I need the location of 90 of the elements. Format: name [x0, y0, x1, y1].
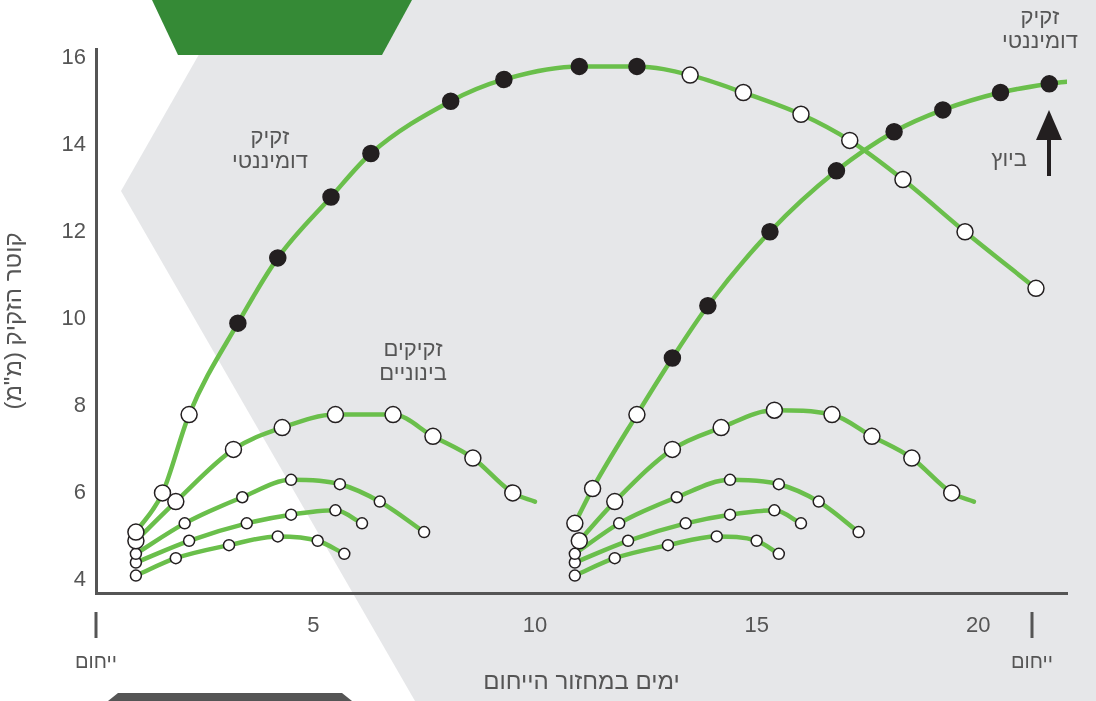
- point: [894, 170, 912, 189]
- point: [608, 551, 621, 565]
- point: [670, 491, 684, 504]
- point: [222, 538, 236, 552]
- point: [710, 530, 723, 543]
- point: [942, 484, 961, 502]
- x-tick-label: 10: [522, 612, 548, 638]
- point: [568, 547, 582, 561]
- point: [606, 492, 624, 511]
- point: [153, 484, 172, 502]
- point: [699, 297, 717, 315]
- point: [224, 440, 243, 459]
- point: [384, 405, 402, 424]
- point: [284, 473, 298, 487]
- point: [723, 508, 737, 521]
- point: [127, 523, 145, 541]
- point: [621, 534, 635, 548]
- point: [424, 427, 442, 446]
- point: [329, 504, 342, 517]
- point: [723, 473, 737, 487]
- x-tick-label: 5: [307, 612, 320, 638]
- point: [1027, 279, 1045, 298]
- point: [823, 405, 841, 424]
- point: [827, 162, 846, 180]
- point: [180, 405, 198, 424]
- point: [761, 223, 779, 241]
- point: [373, 495, 387, 508]
- annotation: זקיק דומיננטי: [1002, 4, 1078, 54]
- y-tick-label: 8: [73, 391, 86, 417]
- y-tick-label: 12: [61, 217, 86, 243]
- point: [236, 491, 249, 504]
- point: [568, 569, 582, 582]
- y-tick-label: 16: [61, 43, 86, 69]
- point: [681, 66, 699, 84]
- point: [885, 122, 903, 141]
- y-tick-label: 10: [61, 304, 86, 330]
- point: [840, 131, 859, 150]
- x-tick-label: 20: [966, 612, 991, 638]
- point: [772, 547, 786, 561]
- text: ייחום: [1011, 649, 1053, 672]
- point: [852, 525, 865, 539]
- point: [991, 83, 1010, 102]
- point: [863, 427, 881, 446]
- point: [129, 569, 143, 582]
- text: ייחום: [75, 649, 117, 672]
- point: [663, 349, 682, 367]
- point: [504, 484, 522, 502]
- point: [311, 534, 324, 548]
- annotation: זקיקים בינוניים: [379, 336, 447, 386]
- point: [271, 530, 285, 543]
- point: [812, 495, 825, 508]
- point: [240, 517, 253, 530]
- point: [750, 534, 763, 548]
- annotation: ביוץ: [991, 146, 1027, 172]
- y-tick-label: 14: [61, 130, 86, 156]
- point: [333, 477, 347, 491]
- point: [182, 534, 196, 548]
- x-axis-title: ימים במחזור הייחום: [483, 667, 680, 695]
- point: [934, 101, 952, 119]
- point: [338, 547, 351, 561]
- y-axis-title: קוטר הזקיק (מ"מ): [0, 232, 27, 410]
- point: [464, 449, 482, 467]
- point: [1040, 75, 1059, 93]
- point: [129, 547, 143, 561]
- point: [167, 492, 185, 511]
- point: [661, 538, 675, 552]
- point: [273, 418, 291, 437]
- point: [772, 477, 786, 491]
- point: [768, 504, 781, 517]
- point: [679, 517, 692, 530]
- point: [794, 517, 808, 530]
- point: [734, 83, 753, 102]
- point: [663, 440, 682, 459]
- point: [178, 517, 191, 530]
- point: [792, 105, 810, 124]
- point: [956, 223, 974, 241]
- point: [417, 525, 431, 539]
- point: [169, 551, 183, 565]
- point: [612, 517, 626, 530]
- point: [765, 401, 784, 419]
- point: [355, 517, 369, 530]
- point: [712, 418, 730, 437]
- y-tick-label: 6: [73, 478, 86, 504]
- y-tick-label: 4: [73, 566, 86, 592]
- annotation: זקיק דומיננטי: [232, 124, 308, 174]
- point: [284, 508, 298, 521]
- x-tick-label: 15: [744, 612, 769, 638]
- point: [326, 405, 345, 424]
- point: [570, 532, 589, 550]
- point: [903, 449, 921, 467]
